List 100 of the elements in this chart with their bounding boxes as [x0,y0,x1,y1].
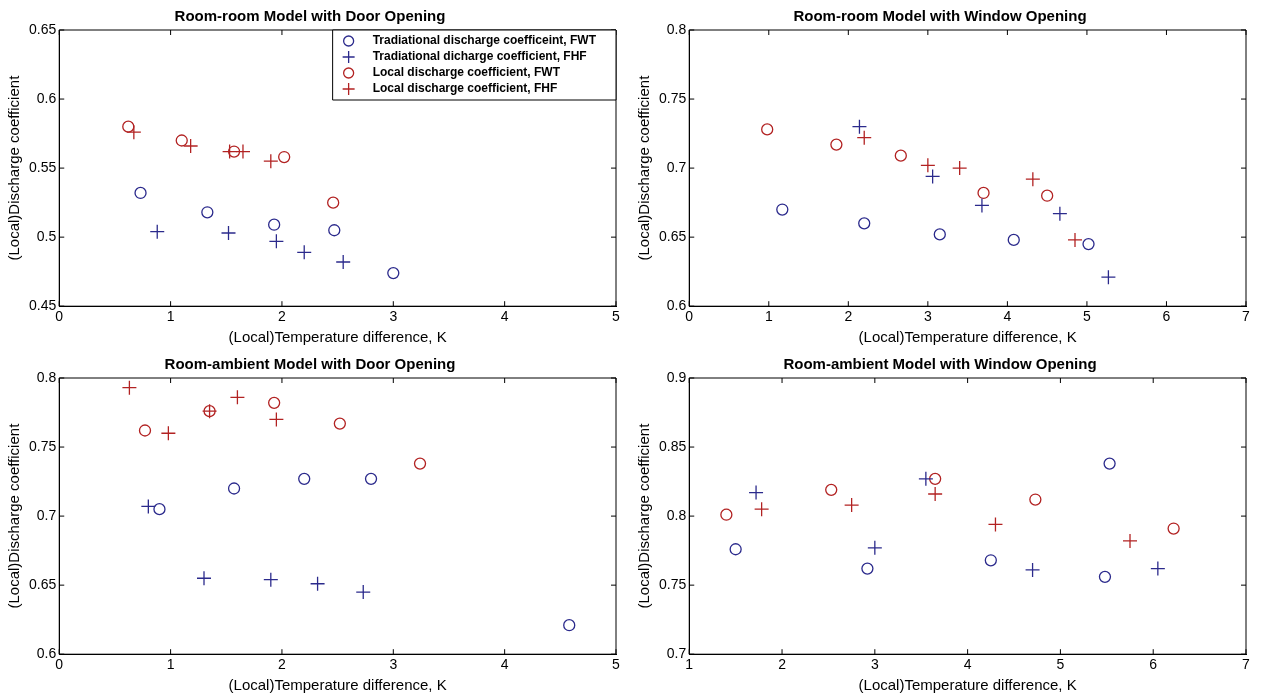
point [268,218,281,231]
y-tick-label: 0.7 [36,506,57,523]
x-tick-label: 7 [1242,655,1251,672]
x-tick-label: 1 [166,655,175,672]
y-tick-label: 0.8 [666,20,687,37]
x-axis-title: (Local)Temperature difference, K [228,328,447,346]
y-tick-label: 0.6 [36,89,57,106]
legend-label: Local discharge coefficient, FWT [372,65,561,80]
point [843,496,860,513]
point [196,570,212,586]
x-tick-label: 3 [870,655,879,672]
x-tick-label: 2 [778,655,787,672]
y-tick-label: 0.9 [666,368,687,385]
y-tick-label: 0.6 [666,297,687,314]
x-tick-label: 4 [500,655,509,672]
y-tick-label: 0.6 [36,644,57,661]
x-tick-label: 3 [389,655,398,672]
point [918,470,934,486]
point [221,143,238,160]
point [856,130,872,146]
point [227,481,241,495]
point [355,583,371,600]
point [138,423,152,437]
y-tick-label: 0.65 [659,228,687,245]
point [364,472,378,485]
y-axis-title: (Local)Discharge coefficient [635,422,653,609]
point [920,157,936,173]
legend-label: Local discharge coefficient, FHF [372,81,558,96]
point [867,539,883,556]
point [122,120,135,133]
x-tick-label: 5 [1083,308,1092,325]
y-tick-label: 0.85 [659,437,687,454]
x-axis-title: (Local)Temperature difference, K [858,675,1077,693]
point [121,379,138,395]
chart-title: Room-room Model with Door Opening [174,7,446,25]
x-tick-label: 1 [166,308,175,325]
y-tick-label: 0.7 [666,644,687,661]
point [235,143,251,160]
point [328,224,341,237]
x-tick-label: 4 [1003,308,1012,325]
point [227,145,241,158]
point [298,472,311,485]
point [327,196,340,209]
point [748,484,764,500]
point [268,233,285,249]
x-tick-label: 3 [923,308,932,325]
point [894,149,907,162]
point [977,186,990,200]
point [1122,532,1138,549]
point [927,485,943,502]
point [333,416,346,430]
point [160,425,177,441]
x-tick-label: 6 [1149,655,1158,672]
point [1082,237,1095,251]
point [296,244,312,260]
point [278,150,291,164]
point [220,225,237,241]
point [1024,561,1041,578]
point [924,168,941,185]
x-tick-label: 0 [55,308,64,325]
point [753,501,770,517]
x-tick-label: 0 [685,308,694,325]
point [729,542,742,555]
x-tick-label: 3 [389,308,398,325]
x-tick-label: 1 [685,655,694,672]
y-tick-label: 0.75 [29,437,57,454]
y-tick-label: 0.65 [29,575,57,592]
point [263,571,279,587]
point [335,254,351,270]
point [851,119,868,135]
x-tick-label: 4 [500,308,509,325]
x-tick-label: 7 [1242,308,1251,325]
point [1067,232,1083,248]
y-tick-label: 0.7 [666,158,687,175]
y-tick-label: 0.8 [36,368,57,385]
point [134,186,147,200]
x-tick-label: 5 [1056,655,1065,672]
point [413,456,427,470]
point [1052,206,1068,222]
point [1167,521,1180,535]
point [933,228,946,241]
point [140,498,156,514]
point [952,160,968,176]
x-tick-label: 2 [278,655,287,672]
y-axis-title: (Local)Discharge coefficient [5,74,23,261]
point [1007,233,1020,247]
point [175,134,188,147]
point [761,123,774,136]
point [201,206,214,219]
point [149,223,165,240]
point [974,197,990,214]
point [563,618,576,631]
point [182,138,199,154]
point [229,389,246,405]
point [1150,560,1166,576]
point [1098,570,1112,583]
y-tick-label: 0.75 [659,89,687,106]
y-tick-label: 0.5 [36,228,57,245]
y-axis-title: (Local)Discharge coefficient [635,74,653,261]
point [153,502,166,515]
